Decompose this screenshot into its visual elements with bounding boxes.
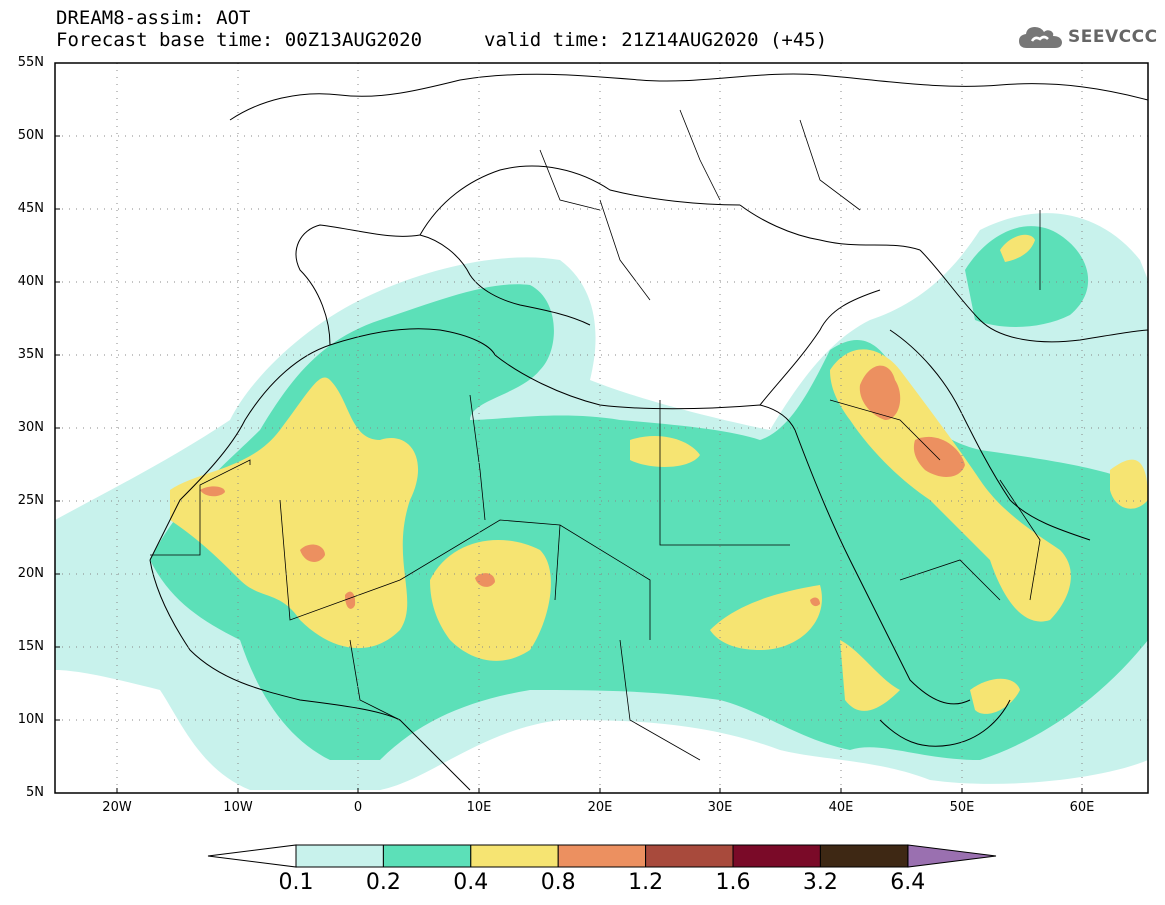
colorbar-label: 0.2 <box>365 870 401 895</box>
colorbar-label: 1.2 <box>628 870 664 895</box>
lat-label: 25N <box>17 493 44 508</box>
logo-text: SEEVCCC <box>1068 27 1158 47</box>
lat-label: 50N <box>17 128 44 143</box>
axis-ticks <box>55 62 1083 794</box>
colorbar-swatch <box>382 844 472 868</box>
lat-label: 15N <box>17 639 44 654</box>
lat-label: 30N <box>17 420 44 435</box>
colorbar-label: 0.4 <box>453 870 489 895</box>
colorbar-swatch <box>557 844 647 868</box>
colorbar-swatch <box>295 844 384 868</box>
lat-label: 5N <box>26 785 44 800</box>
colorbar-label: 6.4 <box>890 870 926 895</box>
colorbar-swatch <box>645 844 734 868</box>
colorbar-swatch <box>819 844 909 868</box>
lat-label: 10N <box>17 712 44 727</box>
colorbar-label: 0.1 <box>278 870 314 895</box>
lat-label: 45N <box>17 201 44 216</box>
colorbar-label: 3.2 <box>802 870 838 895</box>
colorbar-swatch <box>470 844 559 868</box>
lon-label: 20W <box>102 800 132 815</box>
lon-label: 50E <box>949 800 975 815</box>
valid-time: valid time: 21Z14AUG2020 (+45) <box>484 29 828 51</box>
colorbar-swatch <box>732 844 821 868</box>
seevccc-logo: SEEVCCC <box>1018 22 1158 52</box>
colorbar <box>207 844 997 868</box>
coastlines <box>149 73 1148 791</box>
lat-lon-grid <box>55 63 1148 793</box>
cloud-icon <box>1019 27 1062 48</box>
colorbar-label: 0.8 <box>540 870 576 895</box>
country-borders <box>150 109 1041 761</box>
lon-label: 0 <box>353 800 363 815</box>
lat-label: 40N <box>17 274 44 289</box>
forecast-base-time: Forecast base time: 00Z13AUG2020 <box>56 29 423 51</box>
lon-label: 40E <box>828 800 854 815</box>
lon-label: 60E <box>1069 800 1095 815</box>
colorbar-label: 1.6 <box>715 870 751 895</box>
lon-label: 20E <box>587 800 613 815</box>
lat-label: 20N <box>17 566 44 581</box>
map-title: DREAM8-assim: AOT <box>56 7 251 29</box>
lon-label: 30E <box>707 800 733 815</box>
lat-label: 35N <box>17 347 44 362</box>
lon-label: 10W <box>223 800 253 815</box>
colorbar-high-arrow <box>907 844 997 868</box>
lon-label: 10E <box>466 800 492 815</box>
colorbar-low-arrow <box>207 844 297 868</box>
lat-label: 55N <box>17 55 44 70</box>
